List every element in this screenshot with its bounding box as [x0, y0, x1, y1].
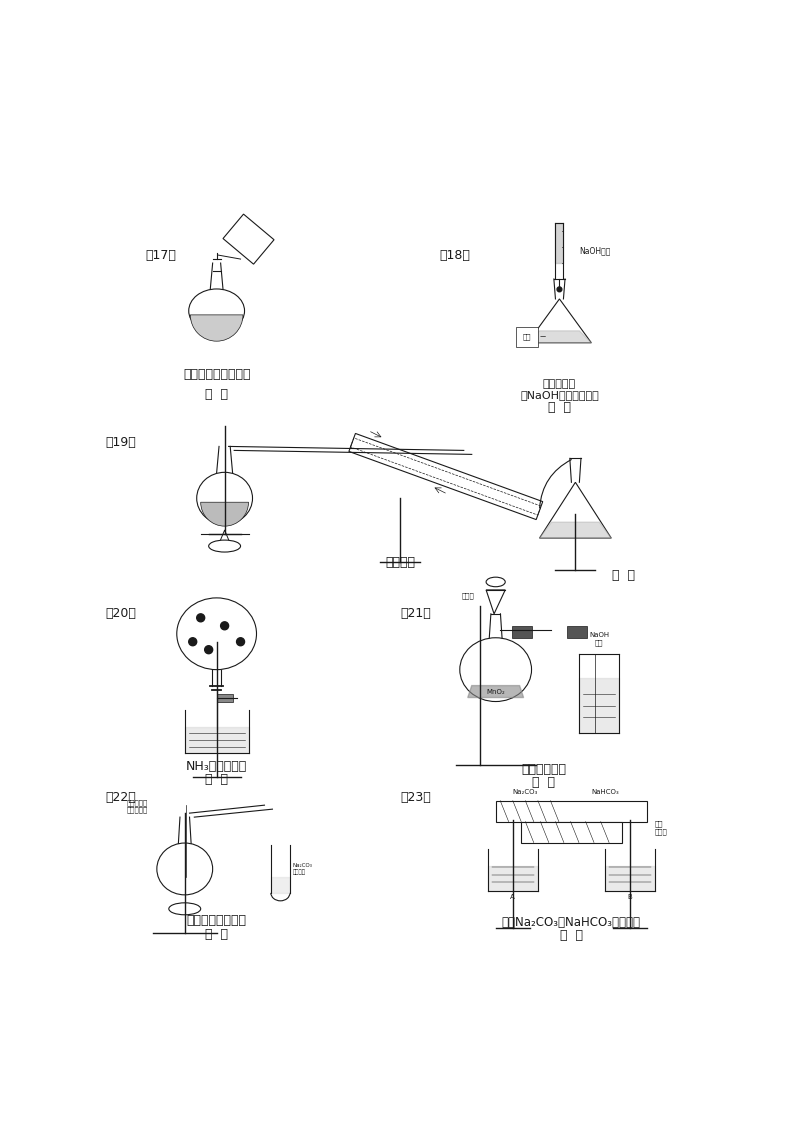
Text: （23）: （23） [400, 790, 430, 804]
Ellipse shape [169, 903, 201, 915]
Circle shape [197, 614, 205, 621]
Text: （22）: （22） [105, 790, 136, 804]
Text: 乙醇、冰醋
酸和浓硫酸: 乙醇、冰醋 酸和浓硫酸 [126, 799, 147, 813]
Polygon shape [579, 678, 619, 734]
Text: （  ）: （ ） [205, 928, 228, 941]
Text: （  ）: （ ） [532, 775, 555, 789]
Polygon shape [605, 866, 655, 891]
Text: （  ）: （ ） [560, 928, 583, 942]
Text: （  ）: （ ） [205, 773, 228, 786]
Bar [521, 822, 622, 842]
Text: （19）: （19） [105, 436, 136, 449]
Text: 配制溶液时转移液体: 配制溶液时转移液体 [183, 368, 250, 381]
Polygon shape [527, 331, 591, 343]
Circle shape [205, 645, 213, 653]
Text: B: B [628, 894, 632, 900]
Bar [217, 694, 233, 702]
Text: 用NaOH溶液滴定盐酸: 用NaOH溶液滴定盐酸 [520, 391, 599, 401]
Text: （  ）: （ ） [548, 401, 571, 414]
Bar [515, 327, 538, 346]
Polygon shape [185, 727, 249, 754]
Text: 实验室制氯气: 实验室制氯气 [521, 763, 566, 775]
Text: NaOH
溶液: NaOH 溶液 [590, 632, 610, 645]
Text: 白纸: 白纸 [522, 333, 531, 340]
Text: MnO₂: MnO₂ [486, 689, 505, 695]
Text: Na₂CO₃
饱和溶液: Na₂CO₃ 饱和溶液 [292, 864, 312, 875]
Polygon shape [468, 686, 523, 697]
Text: 蒸馏石油: 蒸馏石油 [385, 556, 415, 568]
Wedge shape [201, 503, 249, 526]
Text: 澄清
石灰水: 澄清 石灰水 [655, 821, 668, 835]
Text: 浓盐酸: 浓盐酸 [462, 593, 474, 600]
Ellipse shape [209, 540, 241, 552]
Bar [496, 800, 646, 822]
Bar [567, 626, 587, 637]
Text: NH₃的喷泉实验: NH₃的喷泉实验 [186, 761, 247, 773]
Polygon shape [488, 866, 538, 891]
Text: Na₂CO₃: Na₂CO₃ [513, 789, 538, 796]
Ellipse shape [486, 577, 506, 586]
Circle shape [557, 288, 562, 292]
Text: （20）: （20） [105, 608, 136, 620]
Text: A: A [510, 894, 515, 900]
Text: （  ）: （ ） [205, 388, 228, 401]
Text: NaOH溶液: NaOH溶液 [579, 247, 610, 256]
Circle shape [221, 621, 229, 629]
Text: 盐酸和酚酞: 盐酸和酚酞 [543, 379, 576, 389]
Wedge shape [190, 315, 243, 341]
Text: （21）: （21） [400, 608, 430, 620]
Polygon shape [539, 522, 611, 538]
Circle shape [189, 637, 197, 645]
Circle shape [237, 637, 245, 645]
Text: 比较Na₂CO₃、NaHCO₃的稳定性: 比较Na₂CO₃、NaHCO₃的稳定性 [502, 916, 641, 929]
Bar [512, 626, 531, 637]
Polygon shape [271, 877, 290, 893]
Text: （  ）: （ ） [612, 569, 634, 582]
Text: （18）: （18） [440, 249, 470, 261]
Polygon shape [555, 223, 563, 263]
Text: NaHCO₃: NaHCO₃ [591, 789, 618, 796]
Text: （17）: （17） [145, 249, 176, 261]
Text: 实验室制乙酸乙酯: 实验室制乙酸乙酯 [186, 915, 246, 927]
